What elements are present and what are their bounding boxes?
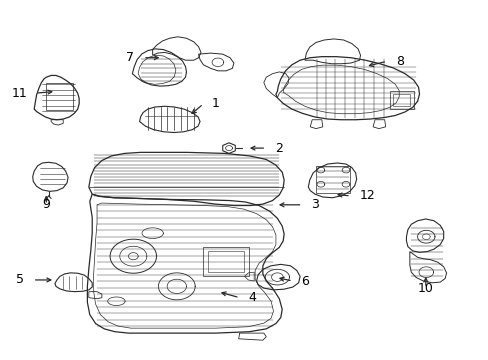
Text: 9: 9 (42, 198, 50, 211)
Text: 1: 1 (212, 97, 220, 110)
Text: 12: 12 (359, 189, 375, 202)
Text: 4: 4 (248, 291, 256, 304)
Text: 8: 8 (395, 55, 403, 68)
Text: 3: 3 (310, 198, 319, 211)
Text: 7: 7 (126, 51, 134, 64)
Text: 6: 6 (301, 275, 309, 288)
Text: 2: 2 (274, 141, 282, 154)
Text: 5: 5 (16, 274, 24, 287)
Text: 10: 10 (417, 282, 433, 294)
Text: 11: 11 (11, 87, 27, 100)
